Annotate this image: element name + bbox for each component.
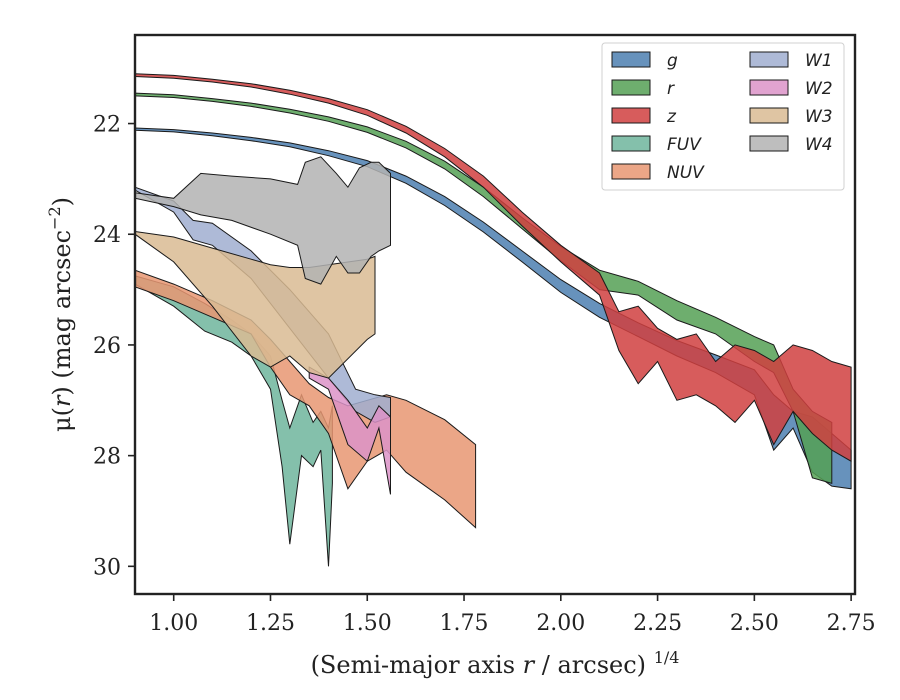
x-tick-label: 2.75 [827, 611, 876, 636]
band-z [135, 73, 852, 463]
y-tick-label: 26 [93, 334, 121, 359]
x-axis-label: (Semi-major axis r / arcsec) 1/4 [311, 648, 680, 679]
x-tick-label: 1.50 [343, 611, 392, 636]
legend-label-W4: W4 [805, 135, 833, 155]
legend-swatch-FUV [611, 135, 651, 152]
y-tick-label: 30 [93, 555, 121, 580]
legend-label-FUV: FUV [667, 135, 702, 155]
band-W4 [135, 156, 391, 285]
x-tick-label: 1.75 [440, 611, 489, 636]
legend-swatch-W3 [749, 107, 789, 124]
legend-swatch-W2 [749, 79, 789, 96]
legend-swatch-W1 [749, 51, 789, 68]
plot-frame [133, 33, 857, 596]
legend-label-W1: W1 [805, 51, 833, 71]
legend-swatch-r [611, 79, 651, 96]
legend-label-W3: W3 [805, 107, 833, 127]
x-tick-label: 1.00 [149, 611, 198, 636]
y-axis-label: μ(r) (mag arcsec−2) [45, 197, 76, 432]
x-tick-label: 2.25 [633, 611, 682, 636]
legend-label-W2: W2 [805, 79, 833, 99]
legend-swatch-g [611, 51, 651, 68]
legend-label-NUV: NUV [667, 163, 705, 183]
y-axis-ticks: 22 24 26 28 30 [93, 113, 135, 580]
y-tick-label: 22 [93, 113, 121, 138]
x-axis-ticks: 1.00 1.25 1.50 1.75 2.00 2.25 2.50 2.75 [149, 594, 876, 636]
x-tick-label: 2.00 [536, 611, 585, 636]
legend-label-z: z [666, 107, 677, 127]
legend-swatch-W4 [749, 135, 789, 152]
legend-label-r: r [667, 79, 675, 99]
y-tick-label: 24 [93, 223, 121, 248]
band-r [135, 92, 833, 484]
legend-label-g: g [667, 51, 678, 71]
y-tick-label: 28 [93, 445, 121, 470]
legend-swatch-z [611, 107, 651, 124]
plot-areas [135, 73, 852, 567]
x-tick-label: 2.50 [730, 611, 779, 636]
band-W2 [308, 366, 391, 495]
legend: grz FUV NUV W1 W2 W3 W4 [601, 42, 845, 191]
legend-swatch-NUV [611, 163, 651, 180]
x-tick-label: 1.25 [246, 611, 295, 636]
